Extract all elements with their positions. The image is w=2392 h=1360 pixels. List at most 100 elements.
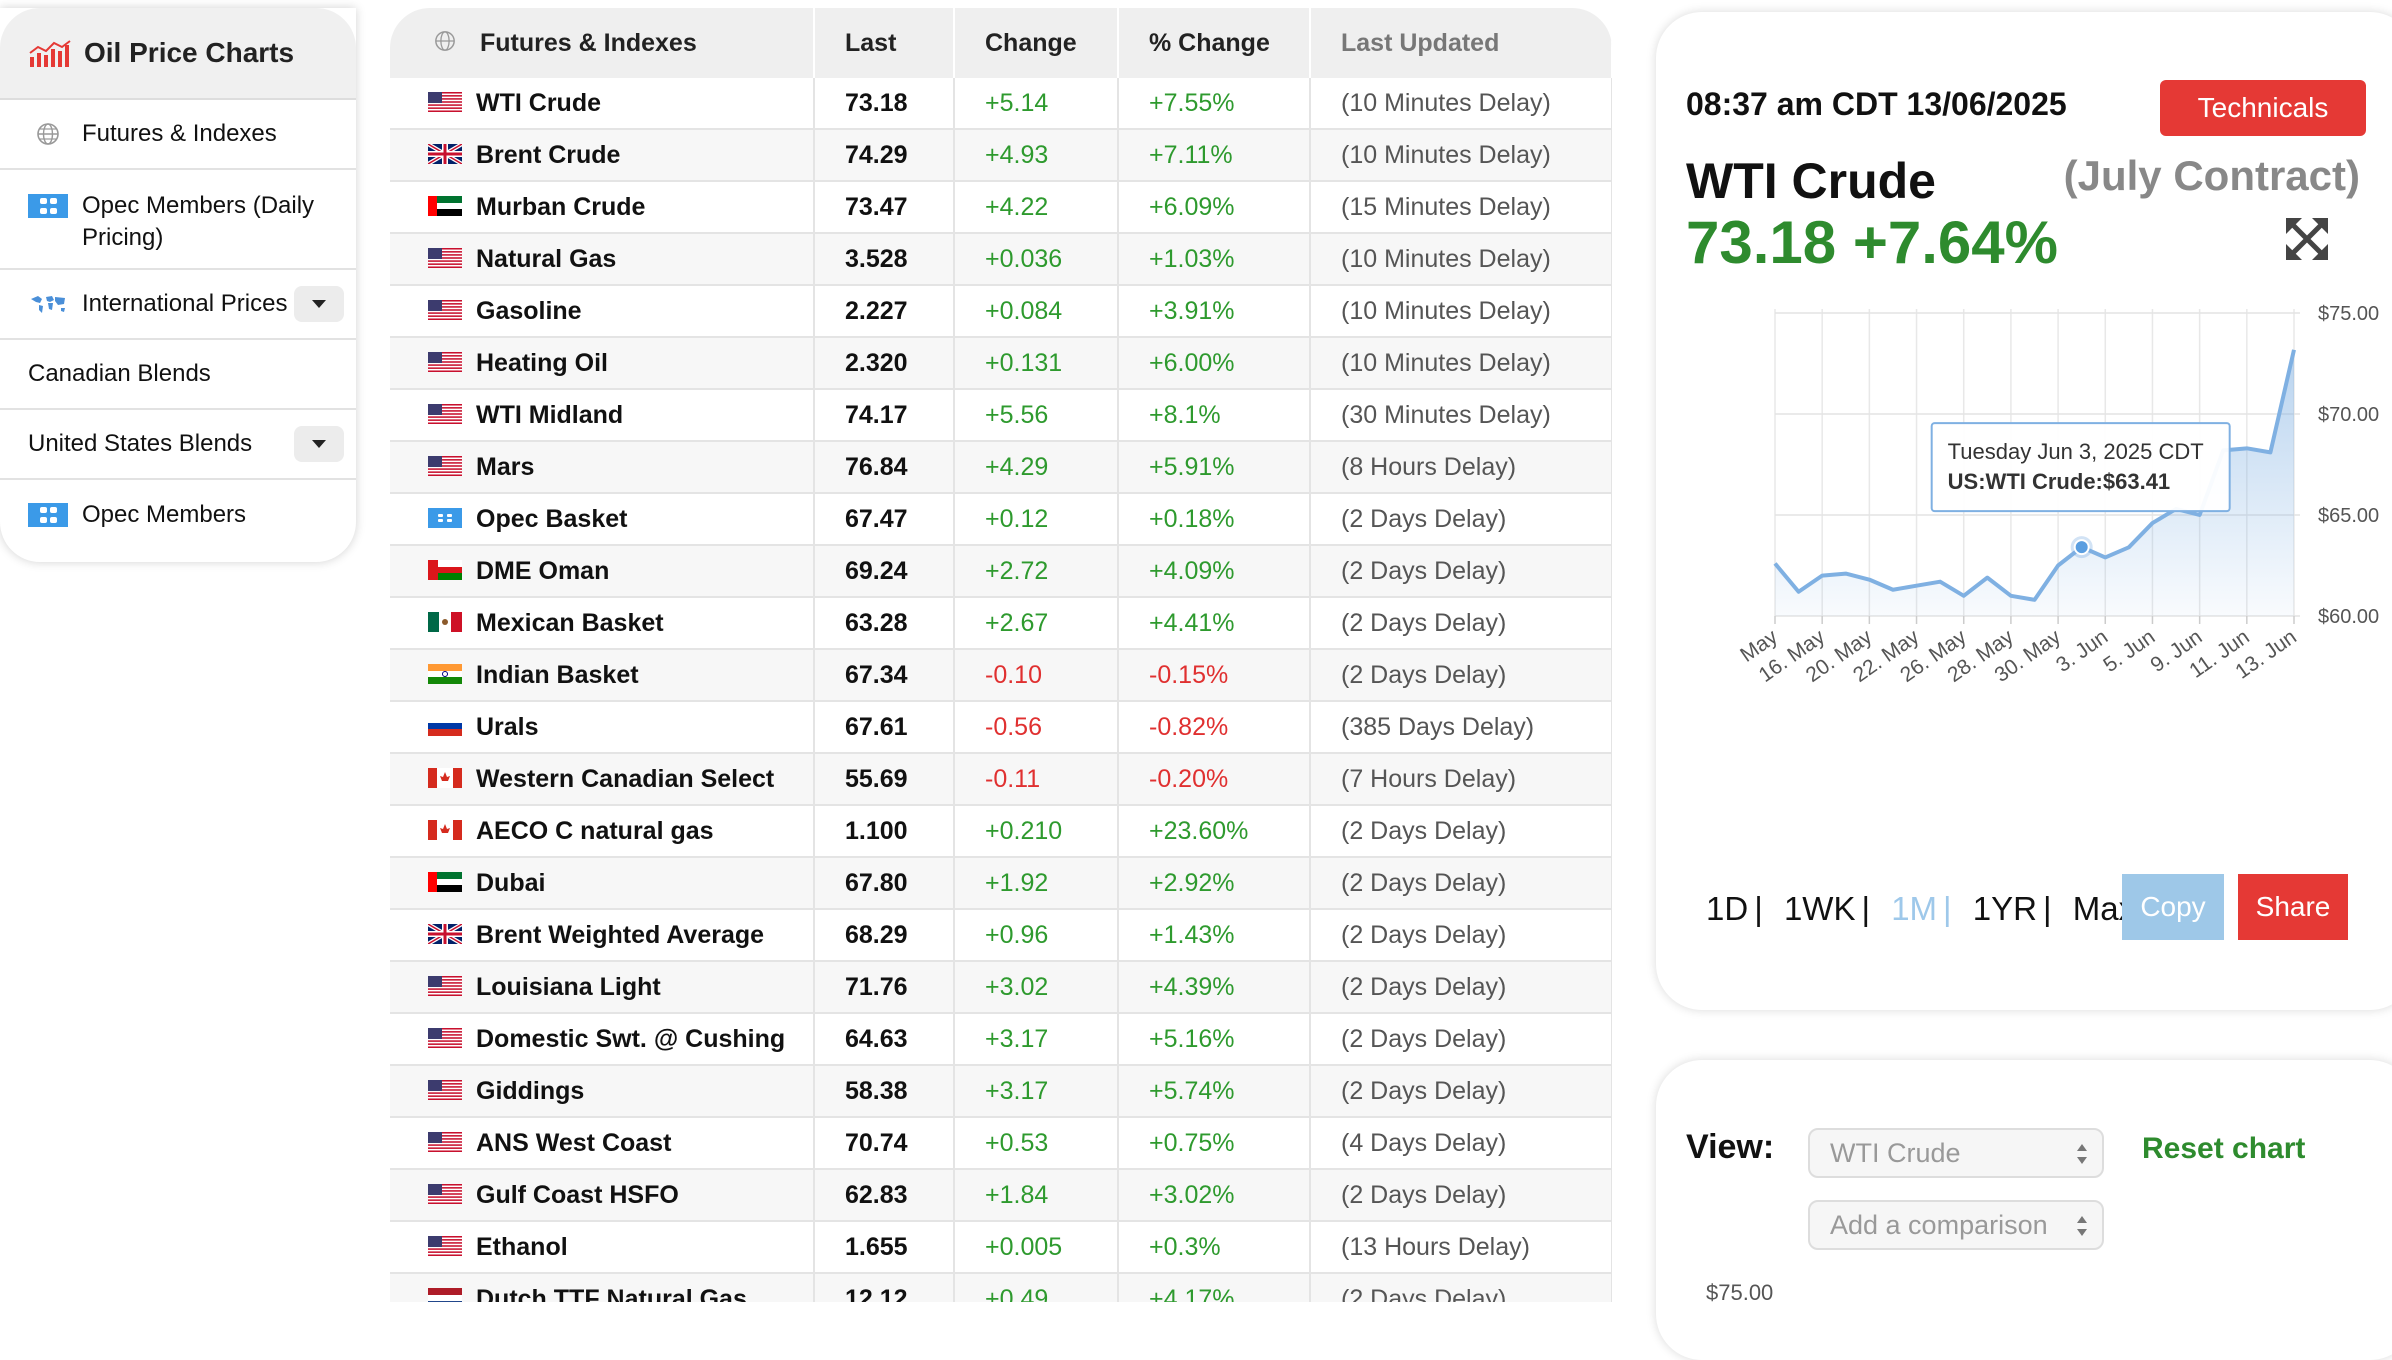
share-button[interactable]: Share — [2238, 874, 2348, 940]
chevron-down-icon[interactable] — [294, 286, 344, 322]
commodity-name[interactable]: ANS West Coast — [390, 1117, 815, 1170]
table-row[interactable]: Dutch TTF Natural Gas 12.12 +0.49 +4.17% (2 … — [390, 1273, 1612, 1302]
table-row[interactable]: Murban Crude 73.47 +4.22 +6.09% (15 Minutes … — [390, 181, 1612, 234]
header-pct-change[interactable]: % Change — [1118, 8, 1311, 78]
commodity-name[interactable]: Louisiana Light — [390, 961, 815, 1014]
data-point[interactable] — [2197, 512, 2203, 518]
table-row[interactable]: DME Oman 69.24 +2.72 +4.09% (2 Days Delay) — [390, 545, 1612, 598]
sidebar-item-futures[interactable]: Futures & Indexes — [0, 100, 356, 170]
commodity-name[interactable]: Heating Oil — [390, 337, 815, 390]
data-point[interactable] — [2008, 593, 2014, 599]
highlight-point[interactable] — [2073, 539, 2090, 556]
header-last[interactable]: Last — [814, 8, 955, 78]
commodity-name[interactable]: DME Oman — [390, 545, 815, 598]
commodity-name[interactable]: AECO C natural gas — [390, 805, 815, 858]
table-row[interactable]: Natural Gas 3.528 +0.036 +1.03% (10 Minutes … — [390, 233, 1612, 286]
sidebar-item-international[interactable]: International Prices — [0, 270, 356, 340]
data-point[interactable] — [1843, 571, 1849, 577]
table-row[interactable]: Giddings 58.38 +3.17 +5.74% (2 Days Delay) — [390, 1065, 1612, 1118]
commodity-name[interactable]: Murban Crude — [390, 181, 815, 234]
table-row[interactable]: ANS West Coast 70.74 +0.53 +0.75% (4 Days De… — [390, 1117, 1612, 1170]
data-point[interactable] — [2102, 554, 2108, 560]
price-chart[interactable]: $75.00 $70.00 $65.00 $60.00 Tuesday Jun 3, 2… — [1666, 282, 2392, 862]
commodity-name[interactable]: Natural Gas — [390, 233, 815, 286]
table-row[interactable]: Mars 76.84 +4.29 +5.91% (8 Hours Delay) — [390, 441, 1612, 494]
commodity-name[interactable]: Mexican Basket — [390, 597, 815, 650]
data-point[interactable] — [1890, 587, 1896, 593]
range-1wk[interactable]: 1WK — [1783, 890, 1856, 927]
sidebar-item-opec[interactable]: Opec Members — [0, 480, 356, 550]
commodity-name[interactable]: Urals — [390, 701, 815, 754]
data-point[interactable] — [1796, 589, 1802, 595]
commodity-name[interactable]: Western Canadian Select — [390, 753, 815, 806]
data-point[interactable] — [2149, 520, 2155, 526]
last-price: 2.227 — [814, 285, 955, 338]
technicals-button[interactable]: Technicals — [2160, 80, 2366, 136]
range-1m[interactable]: 1M — [1891, 890, 1938, 927]
commodity-name[interactable]: WTI Crude — [390, 78, 815, 130]
data-point[interactable] — [2055, 563, 2061, 569]
table-row[interactable]: AECO C natural gas 1.100 +0.210 +23.60% (2 D… — [390, 805, 1612, 858]
table-row[interactable]: Indian Basket 67.34 -0.10 -0.15% (2 Days Del… — [390, 649, 1612, 702]
reset-chart-link[interactable]: Reset chart — [2142, 1132, 2306, 1165]
table-row[interactable]: Urals 67.61 -0.56 -0.82% (385 Days Delay) — [390, 701, 1612, 754]
header-name[interactable]: Futures & Indexes — [390, 8, 815, 78]
data-point[interactable] — [1772, 560, 1778, 566]
table-row[interactable]: Domestic Swt. @ Cushing 64.63 +3.17 +5.16%(… — [390, 1013, 1612, 1066]
commodity-name[interactable]: Brent Crude — [390, 129, 815, 182]
sidebar-item-canadian[interactable]: Canadian Blends — [0, 340, 356, 410]
data-point[interactable] — [1819, 573, 1825, 579]
header-change[interactable]: Change — [954, 8, 1119, 78]
data-point[interactable] — [2291, 347, 2297, 353]
table-row[interactable]: WTI Midland 74.17 +5.56 +8.1% (30 Minutes De… — [390, 389, 1612, 442]
data-point[interactable] — [1961, 593, 1967, 599]
table-row[interactable]: Gulf Coast HSFO 62.83 +1.84 +3.02% (2 Days D… — [390, 1169, 1612, 1222]
data-point[interactable] — [2244, 445, 2250, 451]
us-flag-icon — [428, 403, 462, 424]
data-point[interactable] — [1866, 577, 1872, 583]
table-row[interactable]: Heating Oil 2.320 +0.131 +6.00% (10 Minutes … — [390, 337, 1612, 390]
sidebar-header[interactable]: Oil Price Charts — [0, 8, 356, 100]
commodity-name[interactable]: WTI Midland — [390, 389, 815, 442]
x-tick-label: 5. Jun — [2099, 625, 2159, 677]
data-point[interactable] — [1984, 575, 1990, 581]
table-row[interactable]: Gasoline 2.227 +0.084 +3.91% (10 Minutes Del… — [390, 285, 1612, 338]
commodity-name[interactable]: Opec Basket — [390, 493, 815, 546]
commodity-name[interactable]: Giddings — [390, 1065, 815, 1118]
table-row[interactable]: Brent Weighted Average 68.29 +0.96 +1.43% (2… — [390, 909, 1612, 962]
table-row[interactable]: Opec Basket 67.47 +0.12 +0.18% (2 Days Delay… — [390, 493, 1612, 546]
expand-icon[interactable] — [2284, 216, 2330, 262]
data-point[interactable] — [2032, 597, 2038, 603]
sidebar-item-opec-daily[interactable]: Opec Members (Daily Pricing) — [0, 170, 356, 270]
data-point[interactable] — [2267, 449, 2273, 455]
range-1d[interactable]: 1D — [1706, 890, 1749, 927]
instrument-select[interactable]: WTI Crude — [1808, 1128, 2104, 1178]
commodity-name[interactable]: Brent Weighted Average — [390, 909, 815, 962]
copy-button[interactable]: Copy — [2122, 874, 2224, 940]
commodity-label: WTI Crude — [476, 88, 601, 117]
data-point[interactable] — [1937, 579, 1943, 585]
chevron-down-icon[interactable] — [294, 426, 344, 462]
data-point[interactable] — [2126, 544, 2132, 550]
commodity-name[interactable]: Dubai — [390, 857, 815, 910]
header-last-updated[interactable]: Last Updated — [1310, 8, 1612, 78]
table-row[interactable]: Western Canadian Select 55.69 -0.11 -0.20%(… — [390, 753, 1612, 806]
commodity-name[interactable]: Dutch TTF Natural Gas — [390, 1273, 815, 1302]
data-point[interactable] — [1914, 583, 1920, 589]
commodity-name[interactable]: Mars — [390, 441, 815, 494]
table-row[interactable]: Mexican Basket 63.28 +2.67 +4.41% (2 Days De… — [390, 597, 1612, 650]
table-row[interactable]: Brent Crude 74.29 +4.93 +7.11% (10 Minutes D… — [390, 129, 1612, 182]
range-1yr[interactable]: 1YR — [1972, 890, 2037, 927]
table-row[interactable]: Ethanol 1.655 +0.005 +0.3% (13 Hours Delay) — [390, 1221, 1612, 1274]
commodity-name[interactable]: Gasoline — [390, 285, 815, 338]
commodity-name[interactable]: Gulf Coast HSFO — [390, 1169, 815, 1222]
commodity-name[interactable]: Ethanol — [390, 1221, 815, 1274]
table-row[interactable]: WTI Crude 73.18 +5.14 +7.55% (10 Minutes Del… — [390, 78, 1612, 130]
commodity-name[interactable]: Indian Basket — [390, 649, 815, 702]
table-row[interactable]: Dubai 67.80 +1.92 +2.92% (2 Days Delay) — [390, 857, 1612, 910]
sidebar-item-us-blends[interactable]: United States Blends — [0, 410, 356, 480]
sidebar-item-label: International Prices — [82, 290, 288, 317]
commodity-name[interactable]: Domestic Swt. @ Cushing — [390, 1013, 815, 1066]
table-row[interactable]: Louisiana Light 71.76 +3.02 +4.39% (2 Days D… — [390, 961, 1612, 1014]
comparison-select[interactable]: Add a comparison — [1808, 1200, 2104, 1250]
